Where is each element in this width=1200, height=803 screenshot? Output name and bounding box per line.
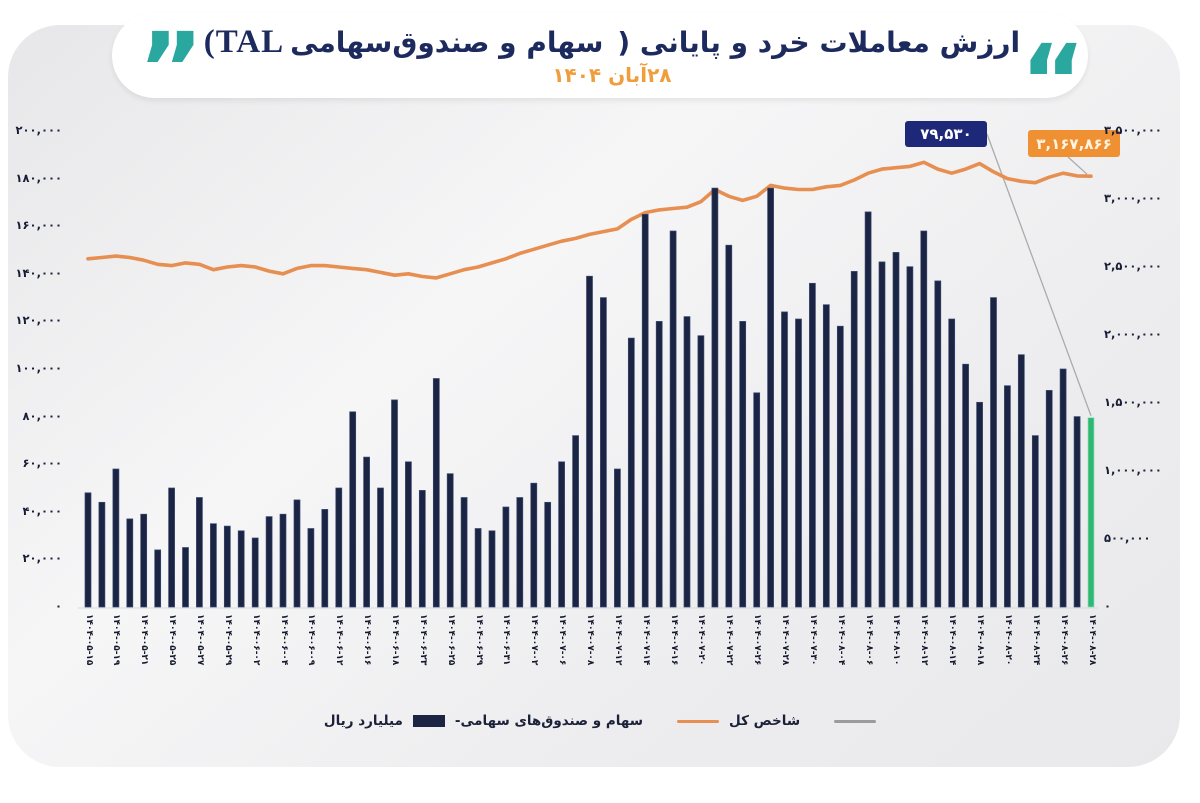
x-tick-label: ۱۴۰۴-۰۸-۰۴ (835, 614, 846, 666)
y-tick-label-right: ۲,۰۰۰,۰۰۰ (1104, 327, 1162, 341)
x-tick-label: ۱۴۰۴-۰۸-۲۰ (1002, 614, 1013, 666)
x-tick-label: ۱۴۰۴-۰۷-۱۶ (668, 614, 679, 666)
title-latin-segment: (TAL (203, 24, 285, 60)
x-tick-label: ۱۴۰۴-۰۶-۰۲ (250, 614, 261, 666)
x-tick-label: ۱۴۰۴-۰۶-۰۹ (306, 614, 317, 666)
y-tick-label-left: ۱۰۰,۰۰۰ (15, 361, 62, 375)
x-tick-label: ۱۴۰۴-۰۸-۲۴ (1030, 614, 1041, 666)
x-tick-label: ۱۴۰۴-۰۵-۱۵ (83, 614, 94, 666)
y-tick-label-left: ۲۰۰,۰۰۰ (15, 123, 62, 137)
last-bar-value-callout: ۷۹,۵۳۰ (905, 121, 987, 147)
x-tick-label: ۱۴۰۴-۰۶-۲۳ (417, 614, 428, 666)
x-tick-label: ۱۴۰۴-۰۶-۱۶ (362, 614, 373, 666)
legend-bar-label: سهام و صندوق‌های سهامی- (454, 713, 644, 729)
y-tick-label-left: ۸۰,۰۰۰ (22, 408, 62, 423)
chart-legend: میلیارد ریال سهام و صندوق‌های سهامی- شاخ… (0, 708, 1200, 734)
legend-index-label: شاخص کل (729, 713, 801, 729)
y-tick-label-left: ۰ (54, 599, 62, 613)
x-tick-label: ۱۴۰۴-۰۵-۲۹ (222, 614, 233, 666)
connector-line-swatch (834, 719, 877, 723)
x-tick-label: ۱۴۰۴-۰۷-۰۲ (529, 614, 540, 666)
x-tick-label: ۱۴۰۴-۰۷-۲۲ (724, 614, 735, 666)
title-main-segment: ارزش معاملات خرد و پایانی ( (617, 26, 1021, 59)
x-tick-label: ۱۴۰۴-۰۸-۱۲ (919, 614, 930, 666)
x-tick-label: ۱۴۰۴-۰۷-۳۰ (807, 614, 818, 666)
y-tick-label-right: ۲,۵۰۰,۰۰۰ (1104, 259, 1162, 273)
x-tick-label: ۱۴۰۴-۰۸-۲۶ (1058, 614, 1069, 666)
title-fund-segment: سهام و صندوق‌سهامی (290, 26, 604, 59)
y-tick-label-left: ۱۶۰,۰۰۰ (15, 218, 62, 233)
y-tick-label-left: ۱۲۰,۰۰۰ (15, 313, 62, 328)
chart-card (8, 25, 1180, 767)
y-tick-label-right: ۳,۵۰۰,۰۰۰ (1104, 123, 1162, 137)
y-tick-label-left: ۲۰,۰۰۰ (22, 551, 62, 566)
bar-series-swatch (412, 715, 445, 727)
x-tick-label: ۱۴۰۴-۰۷-۰۸ (585, 614, 595, 666)
y-tick-label-right: ۱,۰۰۰,۰۰۰ (1104, 463, 1162, 477)
x-tick-label: ۱۴۰۴-۰۸-۱۴ (947, 614, 958, 666)
x-tick-label: ۱۴۰۴-۰۶-۰۴ (278, 614, 289, 666)
y-tick-label-right: ۳,۰۰۰,۰۰۰ (1104, 191, 1162, 205)
y-tick-label-left: ۱۴۰,۰۰۰ (15, 265, 62, 280)
x-tick-label: ۱۴۰۴-۰۷-۲۶ (752, 614, 763, 666)
legend-item-index-line: شاخص کل (677, 713, 800, 729)
x-tick-label: ۱۴۰۴-۰۷-۲۸ (780, 614, 791, 666)
x-tick-label: ۱۴۰۴-۰۶-۱۲ (334, 614, 345, 666)
x-tick-label: ۱۴۰۴-۰۸-۰۶ (863, 614, 874, 666)
x-tick-label: ۱۴۰۴-۰۷-۰۶ (557, 614, 568, 666)
subtitle-date: ۲۸آبان ۱۴۰۴ (552, 63, 672, 87)
index-line-swatch (677, 719, 720, 723)
y-tick-label-left: ۱۸۰,۰۰۰ (15, 170, 62, 185)
opening-quote-icon: “ (1020, 22, 1086, 140)
x-tick-label: ۱۴۰۴-۰۸-۱۰ (891, 614, 902, 666)
x-tick-label: ۱۴۰۴-۰۸-۱۸ (975, 614, 986, 666)
index-value-callout: ۳,۱۶۷,۸۶۶ (1028, 130, 1120, 157)
x-tick-label: ۱۴۰۴-۰۶-۳۱ (501, 614, 512, 666)
x-tick-label: ۱۴۰۴-۰۵-۱۹ (111, 614, 122, 666)
y-tick-label-left: ۶۰,۰۰۰ (22, 456, 62, 471)
header-banner: ” (TAL سهام و صندوق‌سهامی ارزش معاملات خ… (112, 10, 1088, 131)
y-tick-label-right: ۱,۵۰۰,۰۰۰ (1104, 395, 1162, 409)
x-tick-label: ۱۴۰۴-۰۵-۲۱ (139, 614, 150, 666)
y-tick-label-left: ۴۰,۰۰۰ (22, 503, 62, 518)
closing-quote-icon: ” (138, 10, 204, 128)
x-tick-label: ۱۴۰۴-۰۶-۲۹ (473, 614, 484, 666)
x-tick-label: ۱۴۰۴-۰۶-۲۵ (445, 614, 456, 666)
legend-bar-label-unit: میلیارد ریال (323, 713, 403, 729)
y-tick-label-right: ۵۰۰,۰۰۰ (1104, 531, 1151, 545)
x-tick-label: ۱۴۰۴-۰۶-۱۸ (389, 614, 400, 666)
legend-item-bars: میلیارد ریال سهام و صندوق‌های سهامی- (324, 713, 643, 729)
x-tick-label: ۱۴۰۴-۰۵-۲۷ (194, 614, 205, 666)
x-tick-label: ۱۴۰۴-۰۷-۲۰ (696, 614, 707, 666)
x-tick-label: ۱۴۰۴-۰۷-۱۴ (640, 614, 651, 666)
x-tick-label: ۱۴۰۴-۰۵-۲۵ (167, 614, 178, 666)
page-title: (TAL سهام و صندوق‌سهامی ارزش معاملات خرد… (204, 24, 1020, 61)
title-block: (TAL سهام و صندوق‌سهامی ارزش معاملات خرد… (204, 24, 1020, 87)
x-tick-label: ۱۴۰۴-۰۷-۱۲ (612, 614, 623, 666)
legend-item-connector (834, 719, 877, 723)
y-tick-label-right: ۰ (1104, 599, 1112, 613)
x-tick-label: ۱۴۰۴-۰۸-۲۸ (1086, 614, 1097, 666)
